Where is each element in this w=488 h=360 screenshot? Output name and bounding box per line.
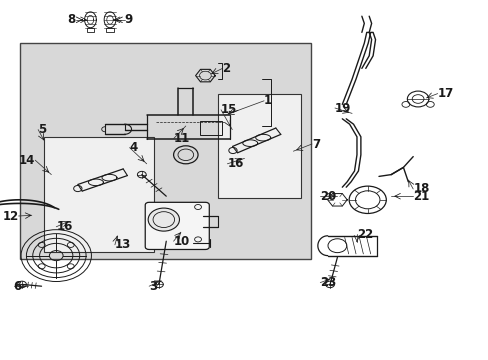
Bar [200,121,222,135]
Text: 10: 10 [173,235,189,248]
Text: 3: 3 [149,280,157,293]
Text: 4: 4 [129,141,138,154]
Text: 14: 14 [19,154,35,167]
Bar [44,137,154,252]
Text: 5: 5 [38,123,46,136]
Text: 6: 6 [14,280,22,293]
Text: 22: 22 [356,228,372,240]
Text: 12: 12 [2,210,19,222]
Text: 16: 16 [227,157,243,170]
FancyBboxPatch shape [145,202,209,249]
Text: 9: 9 [124,13,133,26]
Text: 20: 20 [320,190,336,203]
Circle shape [148,208,179,231]
Text: 15: 15 [221,103,237,116]
Text: 11: 11 [173,132,189,145]
Text: 19: 19 [334,102,350,114]
Text: 16: 16 [56,220,72,233]
Text: 21: 21 [412,190,428,203]
Text: 18: 18 [412,183,428,195]
Text: 2: 2 [222,62,230,75]
Text: 23: 23 [320,276,336,289]
Text: 17: 17 [437,87,453,100]
Text: 8: 8 [67,13,76,26]
Bar [106,28,114,32]
Bar [217,94,300,198]
Text: 7: 7 [311,138,320,150]
Bar [20,43,310,259]
Text: 13: 13 [115,238,131,251]
Bar [86,28,94,32]
Text: 1: 1 [264,94,272,107]
